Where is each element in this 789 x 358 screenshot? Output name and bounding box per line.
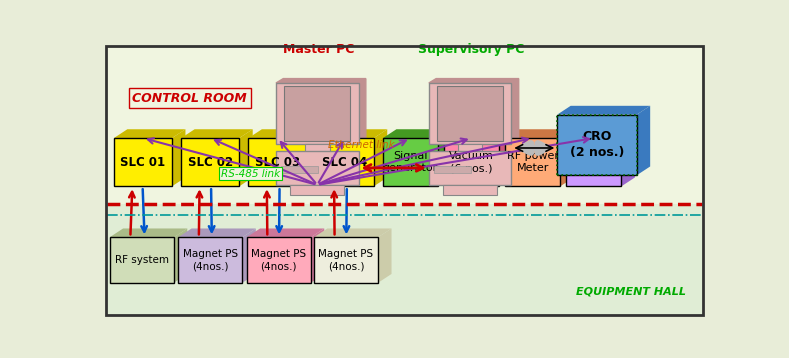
Bar (444, 138, 499, 186)
Polygon shape (637, 106, 650, 175)
Polygon shape (444, 129, 513, 138)
Polygon shape (178, 228, 256, 237)
Bar (305, 144, 330, 158)
Polygon shape (172, 129, 185, 186)
Bar (247, 237, 311, 283)
Polygon shape (110, 228, 187, 237)
Text: RF system: RF system (114, 255, 169, 265)
Text: Vacuum
(6 nos.): Vacuum (6 nos.) (449, 151, 494, 173)
Text: SLC 02: SLC 02 (188, 156, 233, 169)
Polygon shape (114, 129, 185, 138)
Polygon shape (505, 129, 574, 138)
Polygon shape (242, 228, 256, 283)
Bar (290, 185, 344, 194)
Text: Magnet PS
(4nos.): Magnet PS (4nos.) (183, 249, 237, 271)
Text: Magnet PS
(4nos.): Magnet PS (4nos.) (319, 249, 373, 271)
Bar (314, 237, 378, 283)
Text: Supervisory PC: Supervisory PC (418, 43, 525, 56)
Polygon shape (306, 129, 320, 186)
Bar (557, 115, 637, 175)
Bar (107, 204, 701, 315)
Polygon shape (622, 129, 635, 186)
Text: Magnet PS
(4nos.): Magnet PS (4nos.) (251, 249, 306, 271)
Bar (181, 138, 239, 186)
Bar (383, 138, 438, 186)
Bar (276, 83, 358, 144)
Polygon shape (429, 78, 518, 83)
Bar (249, 138, 306, 186)
Text: EQUIPMENT HALL: EQUIPMENT HALL (576, 286, 686, 296)
Bar (557, 115, 637, 175)
Polygon shape (174, 228, 187, 283)
Text: CRO
(2 nos.): CRO (2 nos.) (570, 130, 624, 159)
Polygon shape (249, 129, 320, 138)
Text: SLC 04: SLC 04 (322, 156, 368, 169)
Polygon shape (383, 129, 451, 138)
Bar (178, 237, 242, 283)
Text: Signal
generator: Signal generator (383, 151, 438, 173)
Bar (505, 138, 560, 186)
Polygon shape (247, 228, 324, 237)
Polygon shape (438, 129, 451, 186)
Polygon shape (358, 78, 366, 144)
Bar (434, 165, 471, 173)
Bar (429, 83, 511, 144)
Bar (567, 138, 622, 186)
Polygon shape (374, 129, 387, 186)
Text: Master PC: Master PC (283, 43, 354, 56)
Text: Tesla
Meter: Tesla Meter (578, 151, 610, 173)
Bar (110, 237, 174, 283)
Polygon shape (239, 129, 252, 186)
Polygon shape (560, 129, 574, 186)
Polygon shape (557, 106, 650, 115)
Bar (281, 165, 318, 173)
Polygon shape (567, 129, 635, 138)
Polygon shape (276, 78, 366, 83)
Text: SLC 03: SLC 03 (255, 156, 300, 169)
Text: Ethernet link: Ethernet link (328, 140, 394, 150)
Text: SLC 01: SLC 01 (121, 156, 166, 169)
Text: CONTROL ROOM: CONTROL ROOM (133, 92, 247, 105)
Text: RF power
Meter: RF power Meter (507, 151, 559, 173)
Bar (429, 151, 511, 185)
Bar (458, 144, 483, 158)
Polygon shape (378, 228, 391, 283)
Polygon shape (181, 129, 252, 138)
Polygon shape (511, 78, 518, 144)
Bar (107, 47, 701, 204)
Polygon shape (314, 228, 391, 237)
Bar (114, 138, 172, 186)
Bar (276, 151, 358, 185)
Polygon shape (311, 228, 324, 283)
Bar (316, 138, 374, 186)
Polygon shape (499, 129, 513, 186)
Bar (284, 86, 350, 141)
Polygon shape (316, 129, 387, 138)
Text: RS-485 link: RS-485 link (221, 169, 280, 179)
Bar (437, 86, 503, 141)
Bar (443, 185, 497, 194)
